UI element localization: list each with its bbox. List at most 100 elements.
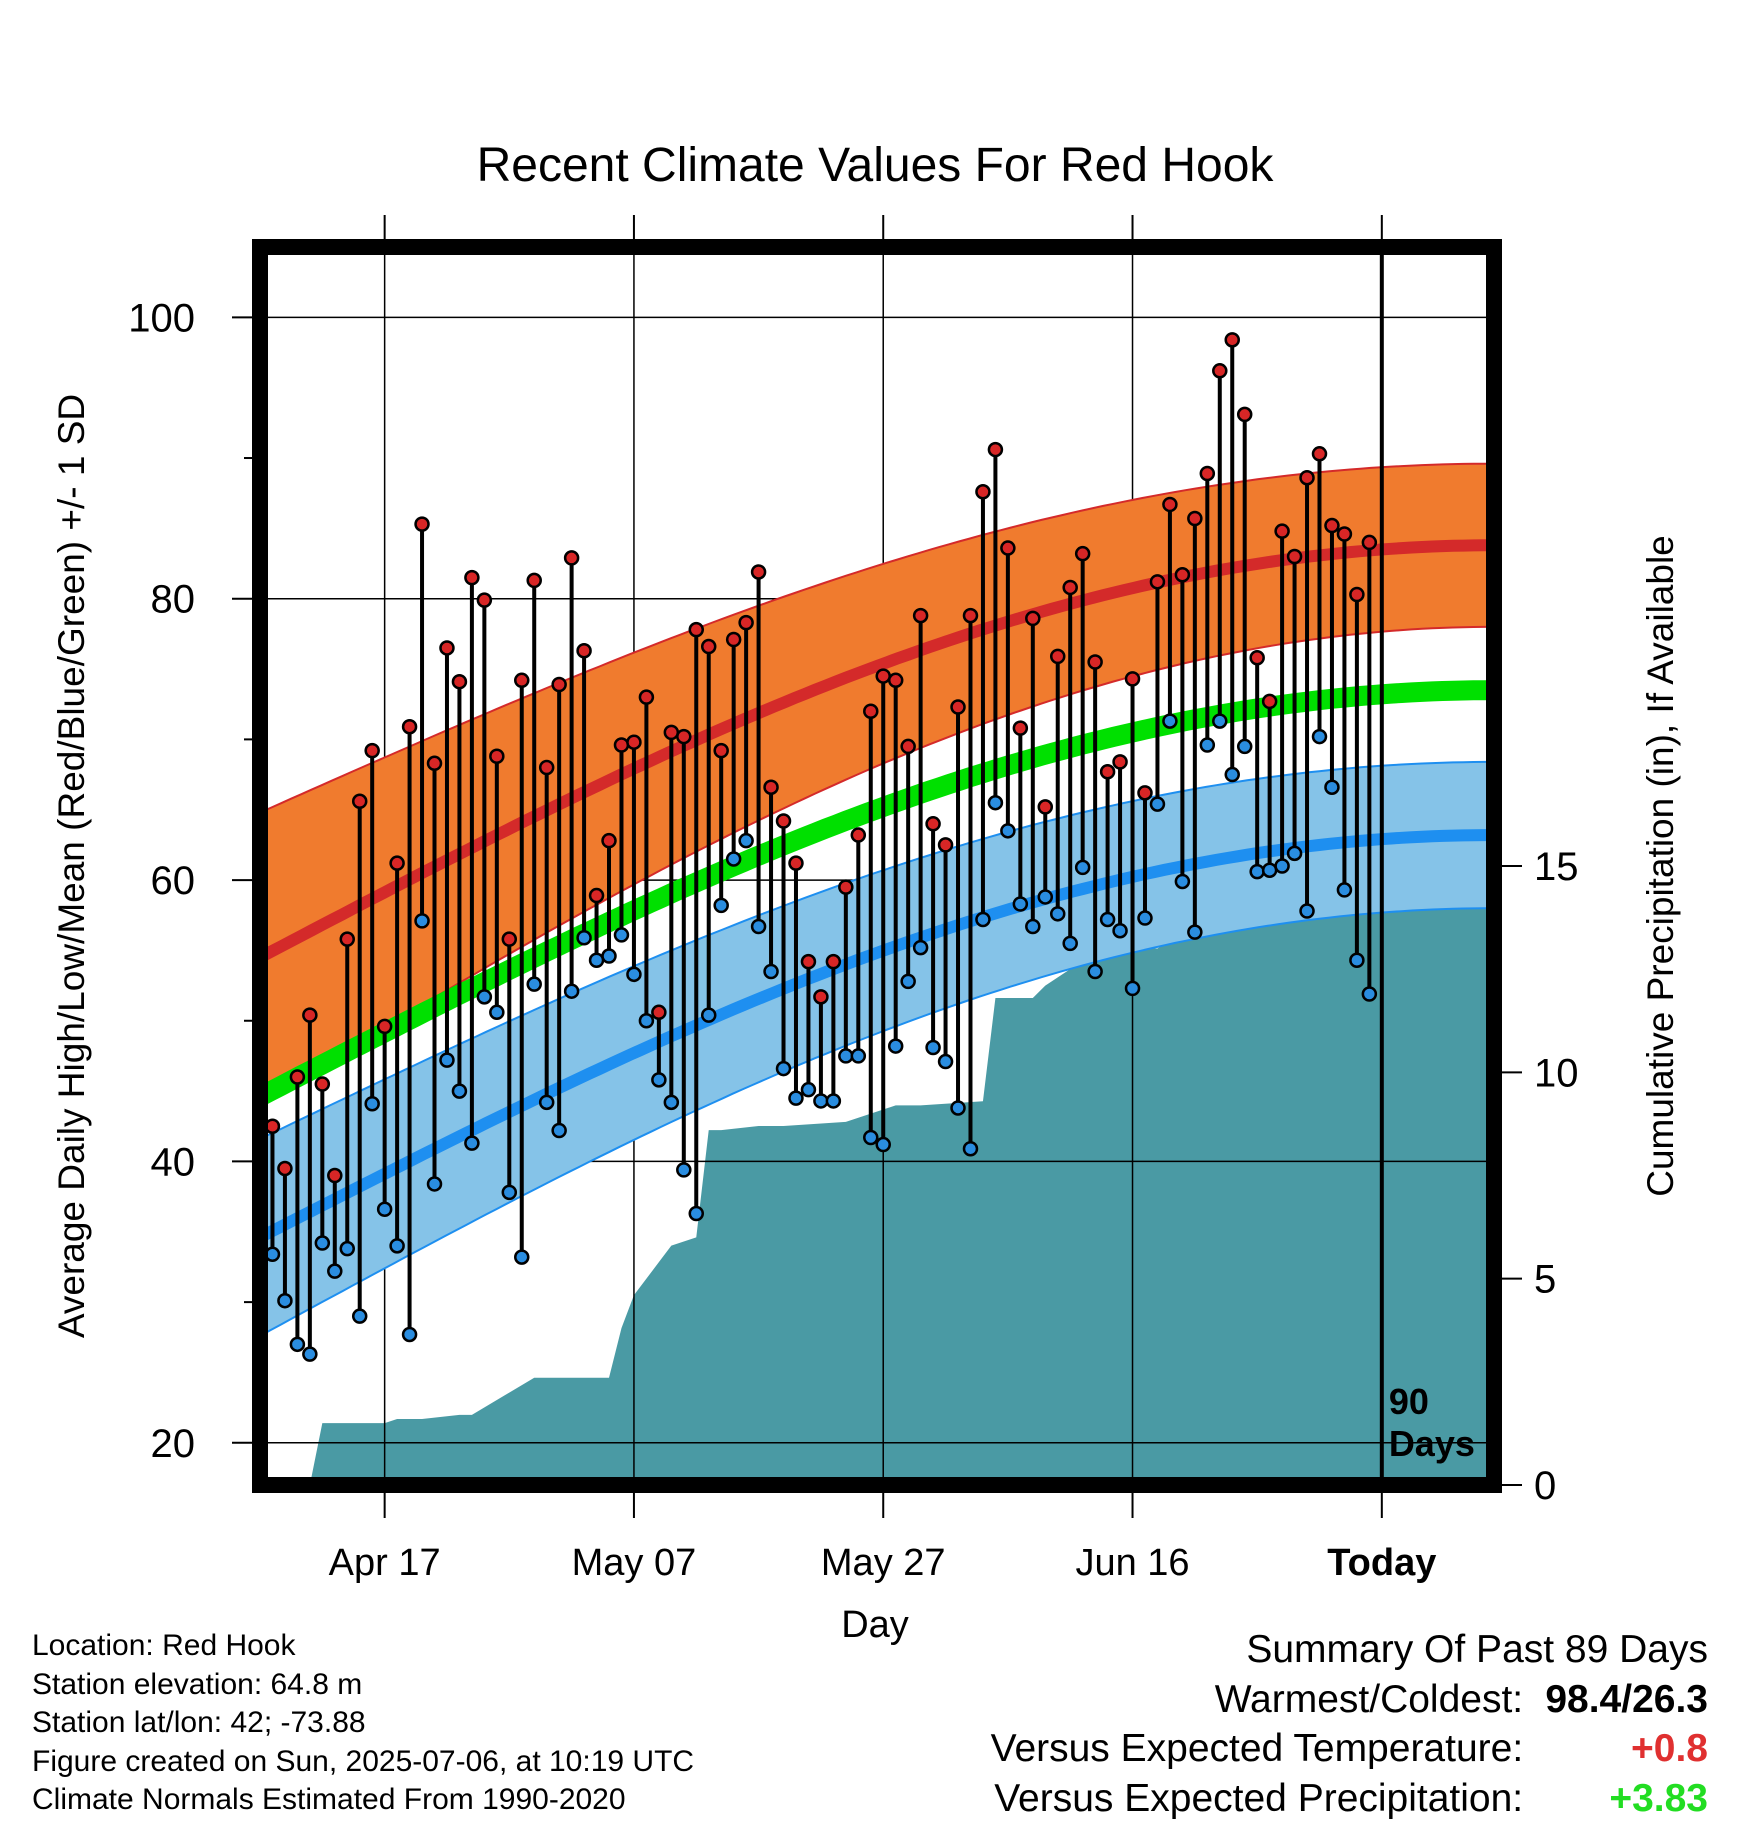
- low-point: [663, 1094, 680, 1111]
- high-point: [551, 676, 567, 693]
- high-point: [763, 779, 779, 795]
- low-point: [277, 1292, 293, 1309]
- high-point: [1012, 720, 1029, 736]
- high-point: [676, 728, 692, 745]
- high-point: [788, 855, 804, 871]
- low-point: [900, 973, 916, 990]
- low-point: [501, 1184, 518, 1201]
- low-point: [1187, 924, 1203, 940]
- precip-label: Versus Expected Precipitation:: [994, 1776, 1524, 1820]
- high-point: [725, 631, 742, 648]
- summary-panel: Summary Of Past 89 Days Warmest/Coldest:…: [991, 1625, 1708, 1823]
- low-point: [1124, 980, 1141, 997]
- high-point: [663, 724, 680, 741]
- high-point: [339, 931, 356, 947]
- warmest-coldest-label: Warmest/Coldest:: [1214, 1677, 1524, 1721]
- low-point: [937, 1053, 954, 1070]
- low-point: [1174, 873, 1191, 890]
- high-point: [451, 673, 468, 690]
- low-point: [975, 911, 991, 928]
- high-point: [875, 668, 891, 684]
- warmest-coldest-value: 98.4/26.3: [1545, 1677, 1708, 1721]
- high-point: [1286, 548, 1303, 565]
- low-point: [576, 929, 592, 946]
- y-tick-label: 100: [128, 296, 195, 340]
- low-point: [1199, 737, 1216, 753]
- low-point: [613, 927, 630, 943]
- low-point: [962, 1141, 979, 1157]
- high-point: [1149, 574, 1166, 590]
- low-point: [912, 939, 929, 956]
- high-point: [327, 1167, 343, 1184]
- low-point: [1311, 728, 1328, 745]
- low-point: [1099, 911, 1116, 928]
- low-point: [439, 1052, 455, 1068]
- high-point: [1199, 465, 1216, 482]
- high-point: [850, 827, 867, 843]
- low-point: [489, 1004, 505, 1021]
- high-point: [1174, 567, 1191, 583]
- high-point: [489, 748, 505, 765]
- high-point: [476, 592, 493, 608]
- summary-temp-row: Versus Expected Temperature: +0.8: [991, 1724, 1708, 1774]
- low-point: [725, 851, 742, 867]
- high-point: [813, 989, 829, 1005]
- high-point: [825, 953, 842, 970]
- y2-axis-label: Cumulative Precipitation (in), If Availa…: [1640, 535, 1681, 1197]
- high-point: [538, 759, 555, 776]
- low-point: [763, 963, 779, 980]
- high-point: [975, 484, 991, 500]
- high-point: [426, 755, 443, 772]
- high-point: [626, 734, 642, 750]
- high-point: [1249, 650, 1265, 666]
- low-point: [588, 952, 605, 969]
- low-point: [1336, 882, 1353, 898]
- low-point: [538, 1094, 555, 1111]
- low-point: [1261, 862, 1278, 878]
- high-point: [588, 887, 605, 904]
- summary-precip-row: Versus Expected Precipitation: +3.83: [991, 1774, 1708, 1824]
- low-point: [1137, 910, 1153, 926]
- y-tick-label: 60: [151, 859, 196, 903]
- low-point: [401, 1326, 418, 1343]
- high-point: [376, 1018, 393, 1035]
- high-point: [1311, 446, 1328, 462]
- x-tick-label: Apr 17: [329, 1542, 441, 1584]
- low-point: [651, 1072, 667, 1088]
- high-point: [863, 703, 879, 719]
- high-point: [314, 1076, 331, 1092]
- y2-tick-label: 15: [1534, 845, 1579, 889]
- high-point: [713, 742, 729, 759]
- high-point: [302, 1007, 318, 1023]
- high-point: [738, 614, 754, 631]
- y-tick-label: 80: [151, 578, 196, 622]
- low-point: [1162, 713, 1178, 729]
- precip-value: +3.83: [1609, 1776, 1708, 1820]
- low-point: [1224, 766, 1240, 783]
- high-point: [950, 699, 966, 715]
- high-point: [364, 742, 380, 759]
- low-point: [1025, 918, 1041, 935]
- high-point: [750, 564, 767, 580]
- y-tick-label: 20: [151, 1422, 196, 1466]
- low-point: [327, 1263, 343, 1279]
- high-point: [526, 572, 542, 589]
- low-point: [414, 913, 430, 929]
- low-point: [1037, 889, 1054, 905]
- high-point: [1062, 579, 1078, 596]
- high-point: [613, 737, 630, 753]
- high-point: [1299, 469, 1315, 486]
- low-point: [987, 794, 1004, 811]
- y-tick-label: 40: [151, 1140, 196, 1184]
- mean-normal-line: [255, 680, 1495, 1106]
- high-point: [1074, 545, 1091, 562]
- y2-tick-label: 0: [1534, 1464, 1556, 1508]
- elevation-text: Station elevation: 64.8 m: [32, 1667, 363, 1701]
- low-point: [1049, 906, 1066, 922]
- low-point: [1349, 952, 1365, 969]
- high-point: [900, 738, 916, 755]
- high-point: [962, 607, 979, 624]
- low-point: [1249, 863, 1265, 880]
- high-point: [1099, 763, 1116, 780]
